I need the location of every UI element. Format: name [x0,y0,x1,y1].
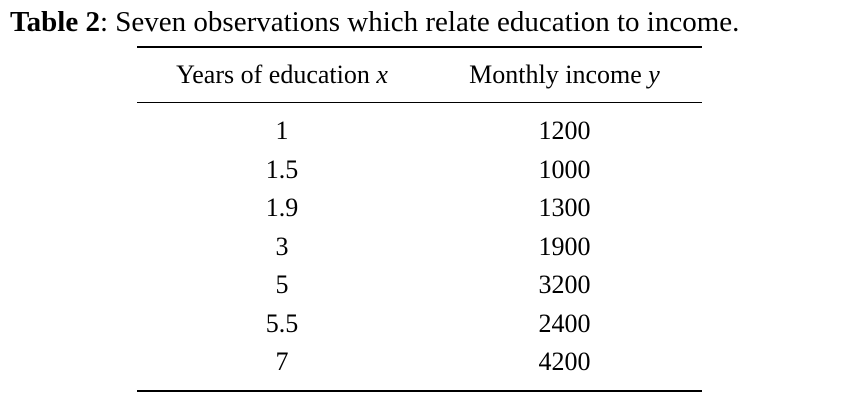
header-row: Years of education x Monthly income y [137,47,702,103]
cell-years: 1.5 [265,154,299,184]
table-caption: Table 2: Seven observations which relate… [10,4,739,40]
cell-income: 1000 [538,154,591,184]
cell-years: 1.9 [265,193,299,223]
cell-years: 7 [275,347,289,377]
table-row: 3 1900 [137,228,702,267]
cell-income: 3200 [538,270,591,300]
cell-income: 1300 [538,193,591,223]
header-y-variable: y [648,60,660,89]
spacer-row [137,103,702,113]
spacer-cell [137,382,702,391]
header-years-label: Years of education [176,60,377,89]
spacer-cell [137,103,702,113]
cell-income: 1900 [538,231,591,261]
header-x-variable: x [376,60,388,89]
education-income-table: Years of education x Monthly income y 1 … [137,46,702,392]
cell-income: 1200 [538,116,591,146]
caption-label: Table 2 [10,6,100,38]
caption-text: : Seven observations which relate educat… [100,6,740,38]
table-row: 1.5 1000 [137,151,702,190]
table-body: 1 1200 1.5 1000 1.9 1300 3 1900 5 3200 5… [137,103,702,391]
table-row: 1.9 1300 [137,189,702,228]
table-row: 5.5 2400 [137,305,702,344]
spacer-row [137,382,702,391]
header-monthly-income: Monthly income y [427,47,702,103]
header-income-label: Monthly income [469,60,649,89]
table-row: 1 1200 [137,112,702,151]
cell-income: 2400 [538,308,591,338]
cell-years: 3 [275,231,289,261]
table-header: Years of education x Monthly income y [137,47,702,103]
header-years-of-education: Years of education x [137,47,427,103]
table-row: 5 3200 [137,266,702,305]
table-row: 7 4200 [137,343,702,382]
cell-years: 5 [275,270,289,300]
data-table-container: Years of education x Monthly income y 1 … [137,46,702,392]
cell-income: 4200 [538,347,591,377]
cell-years: 5.5 [265,308,299,338]
cell-years: 1 [275,116,289,146]
